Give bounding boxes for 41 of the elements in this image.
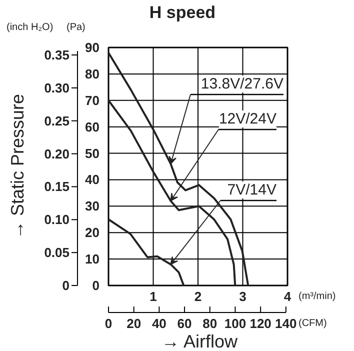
y-axis-title: → Static Pressure <box>8 94 28 240</box>
y-tick-label: 0.30 <box>44 80 70 96</box>
text: (m³/min) <box>298 291 336 302</box>
y2-tick-label: 50 <box>85 146 100 161</box>
y2-tick-label: 30 <box>85 198 100 214</box>
y-tick-label: 0.20 <box>44 146 70 162</box>
y2-tick-label: 0 <box>92 278 100 293</box>
x2-tick-label: 40 <box>152 316 166 331</box>
y2-tick-label: 70 <box>85 92 100 108</box>
x2-tick-label: 100 <box>224 316 246 331</box>
x-axis-title: → Airflow <box>161 332 239 351</box>
y-tick-label: 0.25 <box>44 113 70 128</box>
y2-tick-label: 40 <box>85 172 100 188</box>
text: 7V/14V <box>227 182 277 198</box>
text: (Pa) <box>66 22 86 33</box>
x2-tick-label: 80 <box>202 316 218 331</box>
x-tick-label: 2 <box>194 289 202 304</box>
x-tick-label: 1 <box>150 289 157 304</box>
x2-tick-label: 140 <box>275 316 297 331</box>
y-tick-label: 0 <box>62 278 70 293</box>
y2-tick-label: 80 <box>85 66 100 82</box>
x2-tick-label: 60 <box>177 316 192 331</box>
x-tick-label: 3 <box>239 289 246 304</box>
text: 12V/24V <box>218 110 276 128</box>
y-tick-label: 0.15 <box>44 179 70 194</box>
y-tick-label: 0.35 <box>44 47 70 62</box>
text: (inch H₂O) <box>6 22 54 33</box>
y-tick-label: 0.10 <box>44 212 70 228</box>
x2-tick-label: 120 <box>250 316 272 331</box>
x-tick-label: 4 <box>284 289 292 304</box>
line-series <box>108 218 185 286</box>
x2-tick-label: 0 <box>104 316 112 331</box>
y2-tick-label: 10 <box>85 252 100 267</box>
text: (CFM) <box>298 318 327 329</box>
y2-tick-label: 90 <box>85 40 100 55</box>
x2-tick-label: 20 <box>126 316 142 331</box>
y2-tick-label: 20 <box>85 225 100 240</box>
chart-title: H speed <box>149 3 216 22</box>
text: 13.8V/27.6V <box>200 76 284 92</box>
y2-tick-label: 60 <box>85 119 100 134</box>
y-tick-label: 0.05 <box>44 245 70 260</box>
